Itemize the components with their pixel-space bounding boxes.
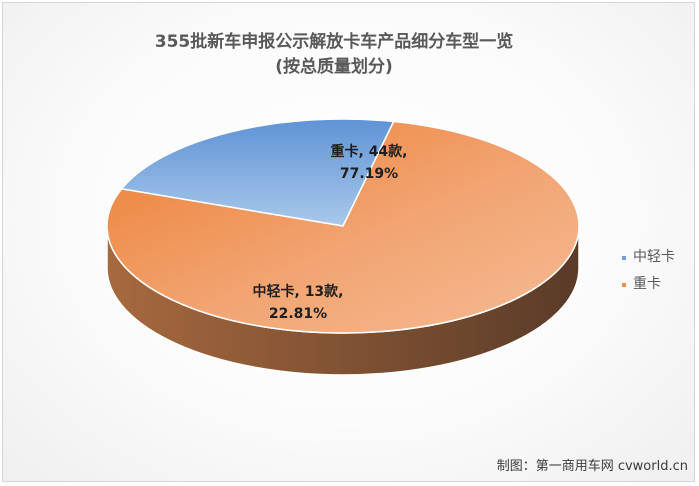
- chart-credit: 制图：第一商用车网 cvworld.cn: [497, 458, 688, 474]
- legend-swatch: [622, 283, 626, 287]
- legend-label: 中轻卡: [633, 249, 675, 265]
- pie-slices: [106, 118, 580, 376]
- chart-subtitle: (按总质量划分): [275, 56, 393, 77]
- slice-heavy-truck: [106, 120, 580, 334]
- legend-swatch: [622, 256, 626, 260]
- chart-title: 355批新车申报公示解放卡车产品细分车型一览: [155, 31, 514, 52]
- label-light-medium-truck-percent: 22.81%: [269, 306, 327, 322]
- label-light-medium-truck-name: 中轻卡, 13款,: [253, 283, 344, 300]
- label-heavy-truck-percent: 77.19%: [340, 166, 398, 182]
- data-labels: 中轻卡, 13款, 22.81% 重卡, 44款, 77.19%: [253, 143, 408, 322]
- label-heavy-truck-name: 重卡, 44款,: [331, 143, 408, 160]
- legend-label: 重卡: [633, 276, 661, 292]
- slice-light-medium-truck: [120, 118, 395, 227]
